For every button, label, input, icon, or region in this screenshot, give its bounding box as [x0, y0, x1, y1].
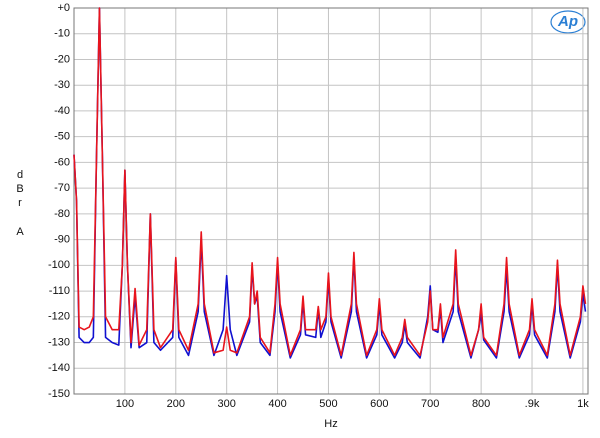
y-axis-label-part: A — [16, 226, 24, 238]
series-line — [73, 7, 587, 357]
x-tick-label: 400 — [268, 398, 286, 410]
y-axis-label-part: B — [16, 183, 23, 195]
y-tick-label: -60 — [54, 156, 70, 168]
y-tick-label: +0 — [57, 2, 70, 14]
x-tick-label: 1k — [577, 398, 589, 410]
y-tick-label: -130 — [48, 336, 70, 348]
plot-area — [74, 8, 588, 394]
y-tick-label: -80 — [54, 208, 70, 220]
x-tick-label: 200 — [167, 398, 185, 410]
logo: Ap — [557, 13, 578, 30]
y-axis-label-part — [18, 212, 21, 224]
y-tick-label: -100 — [48, 259, 70, 271]
y-tick-label: -30 — [54, 79, 70, 91]
y-axis-label-part: d — [17, 169, 23, 181]
x-tick-label: 100 — [116, 398, 134, 410]
y-tick-label: -70 — [54, 182, 70, 194]
logo-ring — [550, 10, 586, 34]
y-tick-label: -90 — [54, 234, 70, 246]
y-tick-label: -110 — [49, 285, 70, 297]
y-tick-label: -150 — [48, 388, 70, 400]
x-tick-label: .9k — [525, 398, 540, 410]
x-tick-label: 600 — [370, 398, 388, 410]
plot-border — [73, 7, 589, 395]
y-tick-label: -50 — [54, 131, 70, 143]
x-tick-label: 700 — [421, 398, 439, 410]
x-tick-label: 800 — [472, 398, 490, 410]
y-tick-label: -20 — [54, 53, 70, 65]
y-tick-label: -120 — [48, 311, 70, 323]
x-axis-label: Hz — [324, 418, 337, 430]
y-tick-label: -40 — [54, 105, 70, 117]
y-tick-label: -140 — [48, 362, 70, 374]
x-tick-label: 300 — [217, 398, 235, 410]
y-axis-label-part: r — [18, 197, 22, 209]
y-tick-label: -10 — [54, 28, 70, 40]
x-tick-label: 500 — [319, 398, 337, 410]
